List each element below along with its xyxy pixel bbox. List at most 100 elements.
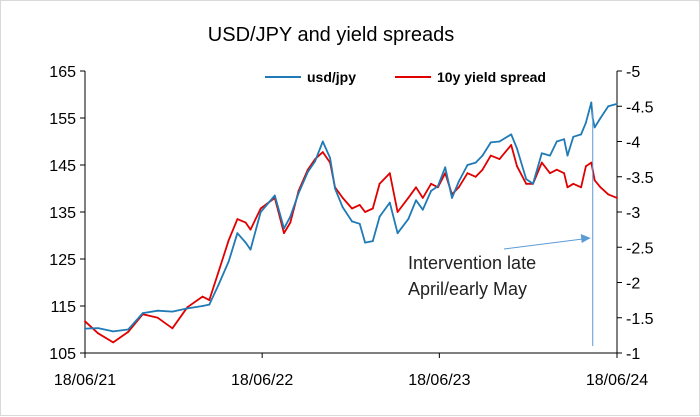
right-tick-label: -4	[626, 135, 640, 152]
usdjpy-point	[616, 103, 618, 105]
legend: usd/jpy 10y yield spread	[265, 69, 546, 85]
usdjpy-point	[457, 180, 460, 183]
usdjpy-point	[396, 232, 399, 235]
usdjpy-point	[437, 185, 439, 188]
usdjpy-point	[217, 284, 220, 286]
left-tick-label: 105	[49, 346, 76, 363]
spread-point	[585, 165, 587, 168]
spread-point	[249, 228, 252, 231]
spread-point	[407, 197, 410, 199]
series-line-spread	[84, 144, 618, 344]
usdjpy-point	[532, 182, 534, 185]
spread-point	[112, 341, 115, 344]
spread-point	[481, 168, 484, 171]
usdjpy-point	[444, 166, 447, 169]
right-tick-label: -5	[626, 64, 640, 81]
usdjpy-point	[481, 154, 484, 157]
usdjpy-point	[273, 194, 276, 197]
legend-label-usdjpy: usd/jpy	[307, 69, 356, 85]
usdjpy-point	[474, 161, 477, 164]
left-tick-label: 155	[49, 111, 76, 128]
usdjpy-point	[171, 310, 174, 313]
usdjpy-point	[314, 160, 316, 163]
chart-title: USD/JPY and yield spreads	[208, 24, 454, 46]
spread-point	[457, 186, 460, 189]
usdjpy-point	[540, 152, 543, 155]
usdjpy-point	[329, 157, 331, 159]
x-tick-label: 18/06/23	[408, 372, 470, 389]
usdjpy-point	[451, 197, 453, 199]
usdjpy-point	[358, 222, 361, 225]
usdjpy-point	[489, 141, 492, 144]
usdjpy-point	[599, 117, 602, 119]
usdjpy-point	[566, 154, 569, 157]
x-tick-label: 18/06/22	[231, 372, 293, 389]
spread-point	[580, 186, 582, 189]
right-tick-label: -2.5	[626, 240, 654, 257]
series-line-usdjpy	[84, 101, 618, 333]
spread-point	[227, 239, 230, 242]
usdjpy-point	[334, 187, 336, 190]
annotation: Intervention late April/early May	[408, 111, 594, 346]
usdjpy-point	[351, 220, 353, 223]
usdjpy-point	[607, 105, 610, 108]
spread-point	[498, 158, 501, 161]
usdjpy-point	[593, 126, 596, 129]
usdjpy-point	[371, 240, 374, 243]
usdjpy-point	[563, 138, 565, 141]
spread-point	[566, 186, 569, 189]
usdjpy-point	[590, 101, 593, 104]
spread-point	[616, 197, 618, 199]
usdjpy-point	[321, 140, 324, 143]
usdjpy-point	[421, 208, 424, 211]
left-tick-label: 135	[49, 205, 76, 222]
spread-point	[599, 186, 602, 189]
spread-point	[555, 168, 558, 171]
spread-point	[572, 182, 575, 185]
x-axis-ticks: 18/06/21 18/06/22 18/06/23 18/06/24	[54, 353, 648, 389]
spread-point	[244, 221, 247, 224]
usdjpy-point	[97, 327, 99, 329]
spread-point	[259, 207, 262, 210]
spread-point	[430, 182, 432, 185]
usdjpy-point	[364, 241, 366, 244]
right-tick-label: -3.5	[626, 170, 654, 187]
usdjpy-point	[516, 147, 518, 150]
spread-point	[371, 207, 374, 210]
spread-point	[364, 211, 366, 213]
usdjpy-point	[415, 199, 417, 202]
spread-point	[525, 182, 528, 185]
usdjpy-point	[84, 327, 86, 330]
spread-point	[388, 172, 391, 175]
right-axis-ticks: -5 -4.5 -4 -3.5 -3 -2.5 -2 -1.5 -1	[617, 64, 654, 363]
usdjpy-point	[259, 211, 262, 213]
annotation-arrow	[503, 238, 583, 250]
right-tick-label: -1	[626, 346, 640, 363]
spread-point	[289, 221, 292, 224]
spread-point	[236, 218, 239, 221]
spread-point	[84, 320, 86, 323]
left-axis-ticks: 165 155 145 135 125 115 105	[49, 64, 85, 363]
usdjpy-point	[249, 248, 252, 251]
usdjpy-point	[297, 192, 300, 195]
series-points-usdjpy	[84, 101, 618, 333]
x-tick-label: 18/06/24	[586, 372, 648, 389]
spread-point	[540, 161, 543, 164]
usdjpy-point	[186, 307, 189, 310]
annotation-arrowhead	[580, 234, 591, 243]
spread-point	[97, 332, 99, 335]
spread-point	[549, 172, 551, 175]
spread-point	[415, 186, 417, 189]
usdjpy-point	[227, 260, 230, 263]
spread-point	[358, 204, 361, 206]
usdjpy-point	[306, 171, 309, 173]
usdjpy-point	[208, 303, 211, 306]
spread-point	[283, 232, 285, 235]
spread-point	[474, 175, 477, 178]
right-tick-label: -3	[626, 205, 640, 222]
usdjpy-point	[555, 140, 558, 143]
spread-point	[217, 271, 220, 273]
usdjpy-point	[430, 190, 432, 192]
